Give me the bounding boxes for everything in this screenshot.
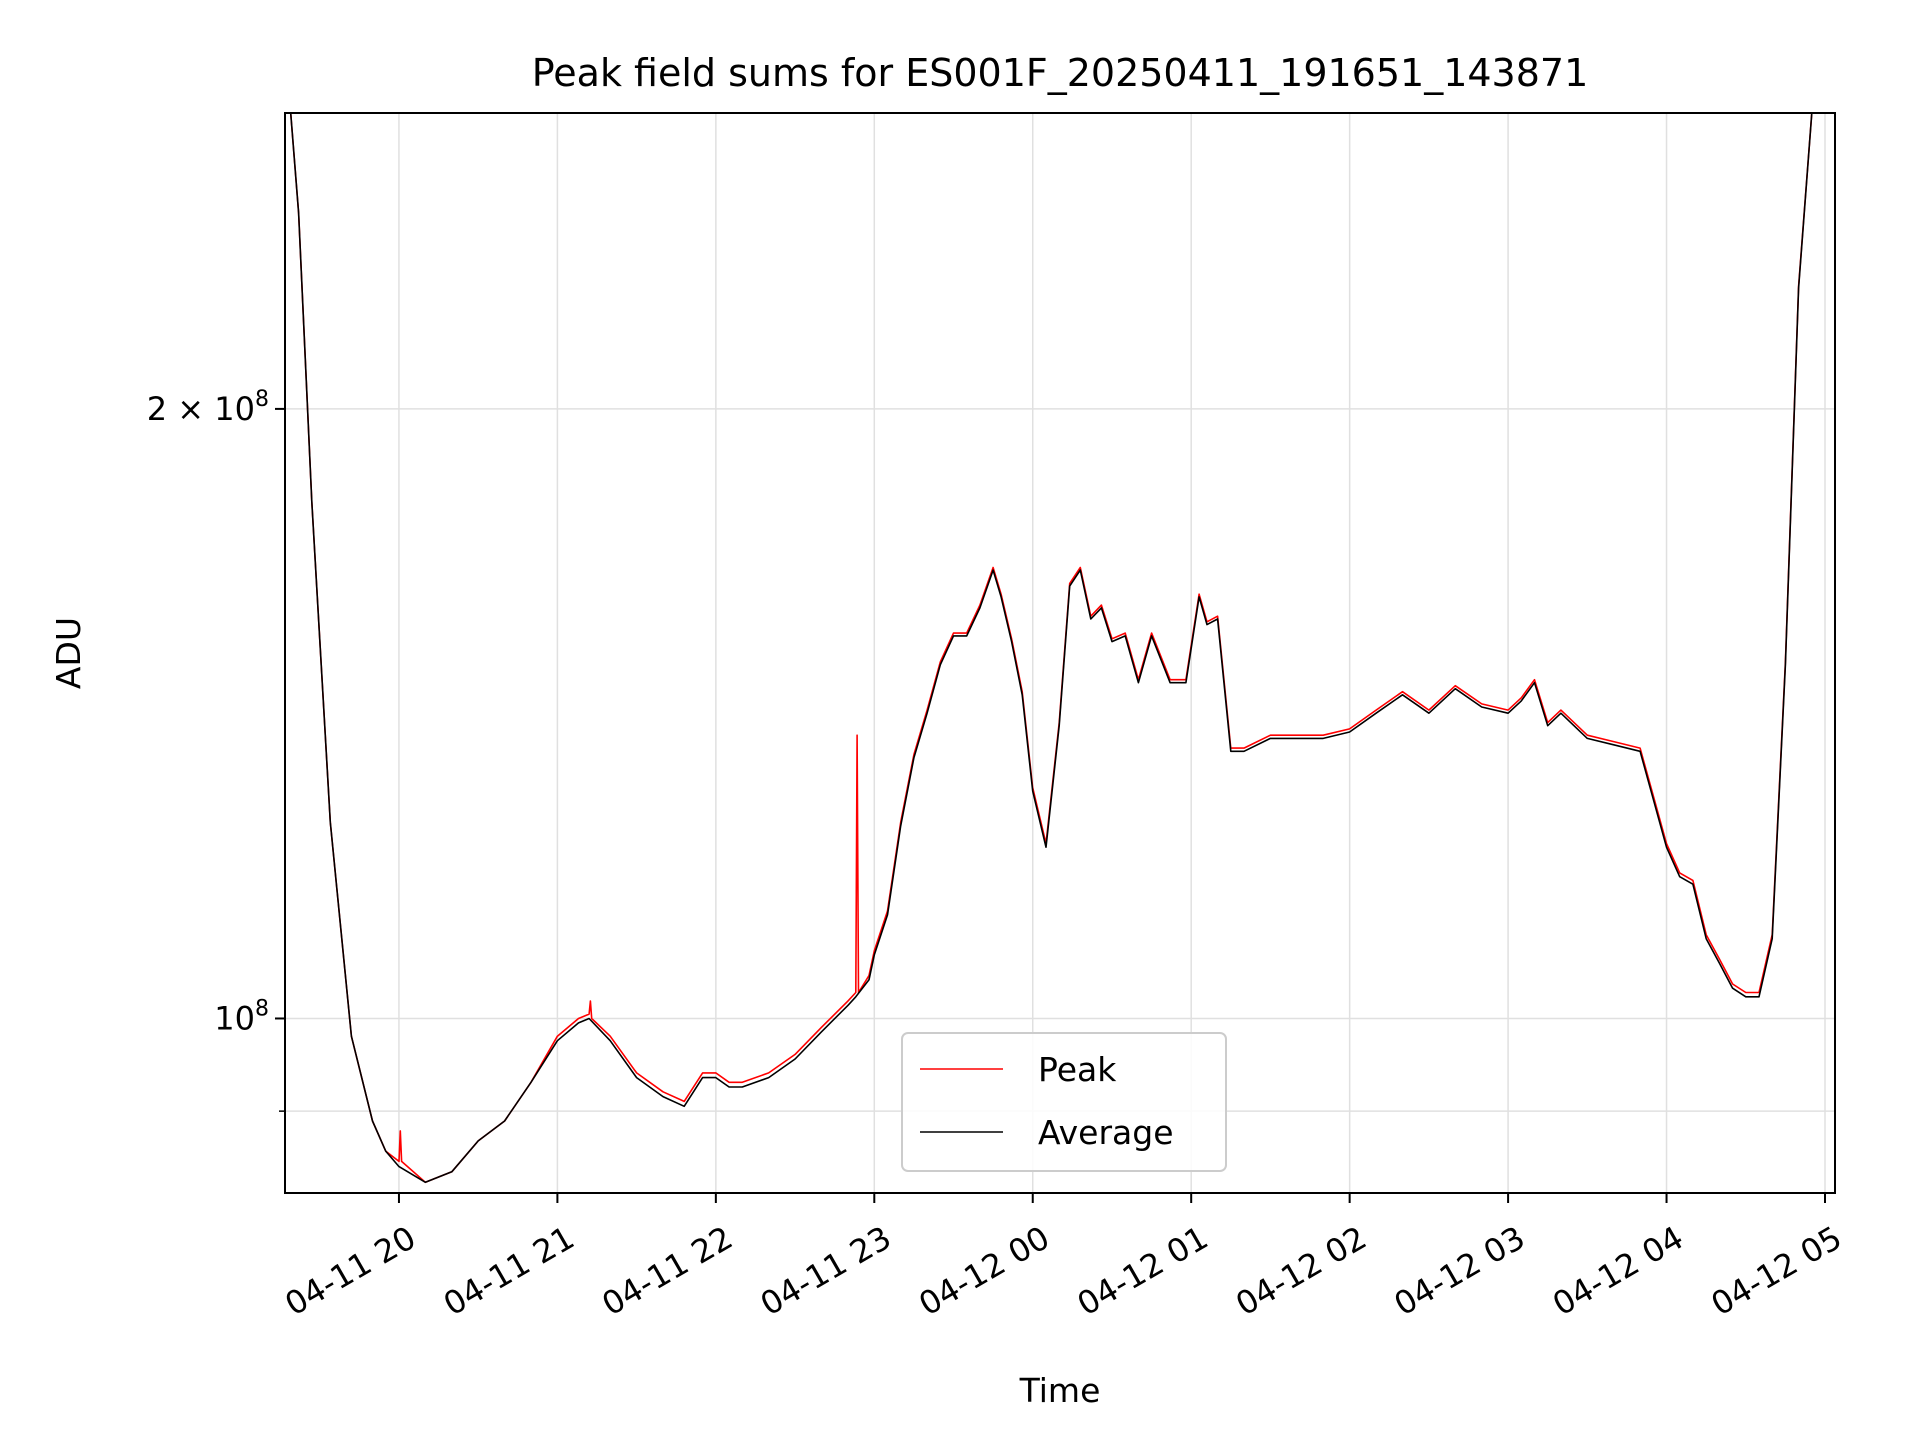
series-line-average [285, 113, 1825, 1184]
x-axis-label: Time [1019, 1371, 1101, 1410]
chart-title: Peak field sums for ES001F_20250411_1916… [532, 51, 1589, 95]
y-tick-label: 2 × 108 [147, 387, 269, 428]
y-tick-label: 108 [214, 996, 269, 1037]
plot-frame [284, 112, 1836, 1194]
legend-label-average: Average [1038, 1113, 1174, 1152]
y-axis-label: ADU [49, 617, 88, 689]
series-layer [285, 113, 1825, 1184]
legend-label-peak: Peak [1038, 1050, 1117, 1089]
legend: Peak Average [901, 1032, 1227, 1172]
legend-box [901, 1032, 1227, 1172]
